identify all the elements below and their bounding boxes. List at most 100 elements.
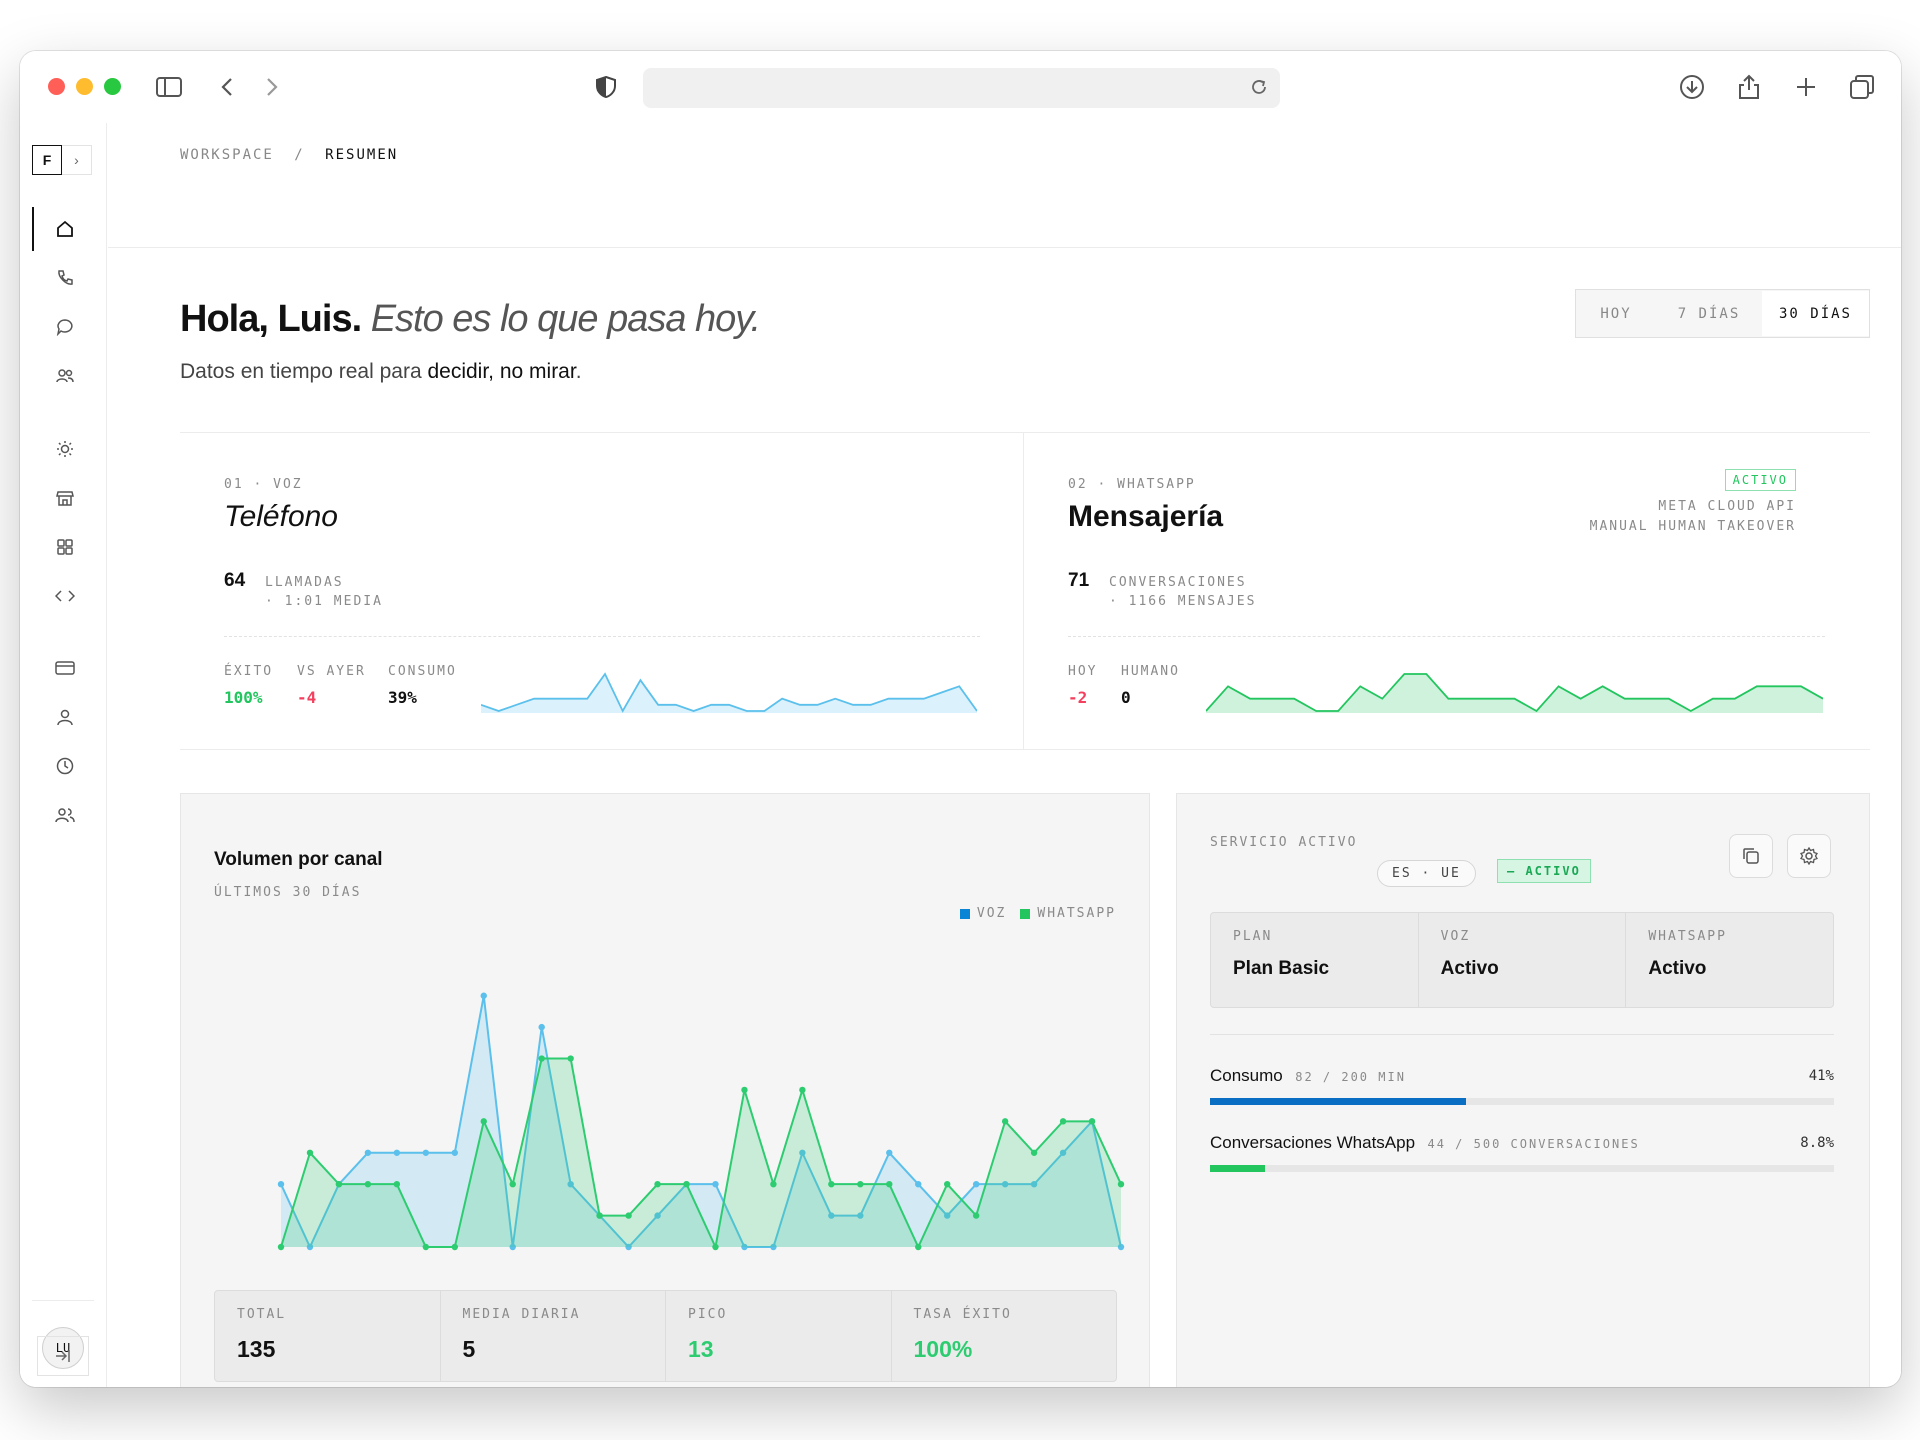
clock-icon[interactable]	[50, 751, 80, 781]
point-voz-13	[625, 1243, 632, 1251]
subtitle-end: .	[575, 360, 582, 383]
usage-consumo-track	[1210, 1098, 1834, 1105]
logout-icon[interactable]	[37, 1336, 89, 1376]
legend-whatsapp: WHATSAPP	[1020, 906, 1116, 921]
range-selector: HOY 7 DÍAS 30 DÍAS	[1575, 289, 1870, 338]
header-divider	[108, 247, 1901, 248]
tabs-overview-icon[interactable]	[1846, 71, 1878, 103]
stat-pico-value: 13	[688, 1336, 714, 1362]
close-window-button[interactable]	[48, 78, 65, 95]
user-icon[interactable]	[50, 702, 80, 732]
point-whatsapp-23	[915, 1243, 922, 1251]
service-plan-label: PLAN	[1233, 929, 1273, 944]
volume-chart	[277, 992, 1125, 1251]
service-whatsapp-label: WHATSAPP	[1648, 929, 1727, 944]
point-voz-9	[509, 1243, 516, 1251]
point-whatsapp-7	[451, 1243, 458, 1251]
whatsapp-count: 71	[1068, 570, 1090, 591]
point-whatsapp-30	[1117, 1180, 1125, 1188]
store-icon[interactable]	[50, 483, 80, 513]
point-voz-2	[306, 1243, 314, 1251]
usage-whatsapp-fill	[1210, 1165, 1265, 1172]
stat-media: MEDIA DIARIA 5	[441, 1291, 666, 1381]
point-voz-1	[277, 1180, 285, 1188]
tagline: Esto es lo que pasa hoy.	[370, 298, 761, 340]
service-label: SERVICIO ACTIVO	[1210, 835, 1358, 850]
whatsapp-title: Mensajería	[1068, 500, 1224, 533]
download-icon[interactable]	[1676, 71, 1708, 103]
range-today[interactable]: HOY	[1600, 305, 1632, 322]
point-voz-19	[799, 1149, 806, 1156]
card-icon[interactable]	[50, 653, 80, 683]
reload-icon[interactable]	[1250, 78, 1268, 101]
phone-icon[interactable]	[50, 263, 80, 293]
app-logo[interactable]: F	[32, 145, 62, 175]
copy-icon[interactable]	[1729, 834, 1773, 878]
expand-sidebar-button[interactable]: ›	[62, 145, 92, 175]
cards-top-divider	[180, 432, 1870, 433]
point-whatsapp-13	[625, 1212, 632, 1219]
point-whatsapp-11	[567, 1055, 574, 1062]
address-bar[interactable]	[643, 68, 1280, 108]
range-7-days[interactable]: 7 DÍAS	[1677, 305, 1741, 322]
point-voz-18	[770, 1243, 777, 1251]
sidebar-toggle-icon[interactable]	[153, 71, 185, 103]
grid-icon[interactable]	[50, 532, 80, 562]
point-voz-25	[972, 1180, 980, 1188]
whatsapp-sub: · 1166 MENSAJES	[1109, 594, 1257, 609]
usage-whatsapp: Conversaciones WhatsApp 44 / 500 CONVERS…	[1210, 1133, 1834, 1172]
usage-whatsapp-pct: 8.8%	[1800, 1135, 1834, 1151]
home-icon[interactable]	[50, 214, 80, 244]
point-voz-17	[741, 1243, 748, 1251]
contacts-icon[interactable]	[50, 361, 80, 391]
new-tab-icon[interactable]	[1790, 71, 1822, 103]
whatsapp-metric-label-1: HUMANO	[1121, 664, 1180, 679]
shield-icon[interactable]	[590, 71, 622, 103]
avatar[interactable]: LU	[42, 1327, 84, 1369]
gear-icon[interactable]	[1787, 834, 1831, 878]
series-voz-line	[280, 995, 1122, 1250]
service-voz: VOZ Activo	[1419, 913, 1627, 1007]
team-icon[interactable]	[50, 800, 80, 830]
breadcrumb-current: RESUMEN	[325, 147, 399, 163]
forward-icon[interactable]	[256, 71, 288, 103]
point-whatsapp-26	[1001, 1118, 1009, 1125]
usage-whatsapp-title: Conversaciones WhatsApp	[1210, 1133, 1416, 1152]
back-icon[interactable]	[211, 71, 243, 103]
code-icon[interactable]	[50, 581, 80, 611]
sidebar-divider	[32, 1300, 94, 1301]
breadcrumb-root[interactable]: WORKSPACE	[180, 147, 274, 163]
point-whatsapp-27	[1030, 1149, 1038, 1156]
legend-voz-swatch	[959, 908, 970, 919]
stat-tasa-value: 100%	[913, 1336, 973, 1362]
volume-title: Volumen por canal	[214, 849, 383, 870]
settings-sun-icon[interactable]	[50, 434, 80, 464]
main-content: WORKSPACE / RESUMEN Hola, Luis. Esto es …	[108, 123, 1901, 1387]
point-voz-16	[712, 1180, 719, 1188]
whatsapp-count-label: CONVERSACIONES	[1109, 575, 1247, 590]
chat-icon[interactable]	[50, 312, 80, 342]
stat-tasa-label: TASA ÉXITO	[913, 1307, 1012, 1322]
range-30-days[interactable]: 30 DÍAS	[1762, 291, 1869, 336]
service-card: SERVICIO ACTIVO ES · UE — ACTIVO PLAN Pla…	[1176, 793, 1870, 1387]
share-icon[interactable]	[1733, 71, 1765, 103]
series-voz-area	[281, 995, 1121, 1247]
point-whatsapp-24	[944, 1180, 951, 1188]
point-whatsapp-25	[972, 1212, 980, 1219]
point-whatsapp-4	[364, 1180, 372, 1188]
breadcrumb: WORKSPACE / RESUMEN	[180, 147, 398, 163]
whatsapp-meta-2: MANUAL HUMAN TAKEOVER	[1589, 519, 1796, 534]
point-whatsapp-5	[393, 1180, 401, 1188]
point-voz-30	[1117, 1243, 1125, 1251]
minimize-window-button[interactable]	[76, 78, 93, 95]
usage-consumo-detail: 82 / 200 MIN	[1295, 1070, 1406, 1084]
volume-stats: TOTAL 135 MEDIA DIARIA 5 PICO 13 TASA ÉXITO…	[214, 1290, 1117, 1382]
whatsapp-meta-1: META CLOUD API	[1658, 499, 1796, 514]
point-whatsapp-17	[741, 1086, 748, 1094]
voz-sub: · 1:01 MEDIA	[265, 594, 383, 609]
maximize-window-button[interactable]	[104, 78, 121, 95]
point-voz-11	[567, 1180, 574, 1188]
voz-title: Teléfono	[224, 500, 338, 533]
voz-metric-value-2: 39%	[388, 688, 417, 707]
voz-metric-label-1: VS AYER	[297, 664, 366, 679]
